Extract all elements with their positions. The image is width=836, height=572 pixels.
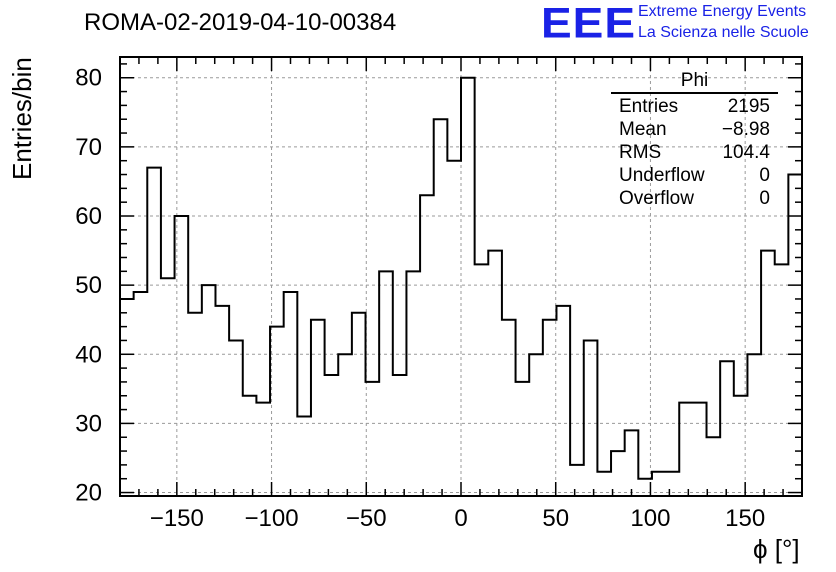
x-tick-label: 50 <box>542 505 569 532</box>
stats-label: Mean <box>619 119 667 140</box>
logo-line-2: La Scienza nelle Scuole <box>638 24 809 41</box>
stats-value: 0 <box>759 188 770 209</box>
y-tick-label: 30 <box>75 410 102 437</box>
stats-value: 0 <box>759 165 770 186</box>
stats-row: Underflow 0 <box>611 164 778 187</box>
y-tick-label: 50 <box>75 272 102 299</box>
x-tick-label: 150 <box>725 505 765 532</box>
axis-ticks <box>119 57 803 496</box>
x-axis-label: ϕ [°] <box>753 534 800 564</box>
stats-value: −8.98 <box>721 119 770 140</box>
y-tick-label: 20 <box>75 480 102 507</box>
stats-row: RMS 104.4 <box>611 141 778 164</box>
y-tick-label: 80 <box>75 65 102 92</box>
logo-line-1: Extreme Energy Events <box>638 3 807 20</box>
axis-tick-labels: −150 −100 −50 0 50 100 150 20 30 40 50 60 70 80 <box>75 65 765 532</box>
x-tick-label: 0 <box>454 505 467 532</box>
stats-label: RMS <box>619 142 662 163</box>
x-tick-label: −50 <box>346 505 387 532</box>
stats-row: Mean −8.98 <box>611 118 778 141</box>
stats-row: Overflow 0 <box>611 187 778 210</box>
eee-logo: EEE <box>541 0 637 47</box>
y-tick-label: 70 <box>75 134 102 161</box>
y-tick-label: 60 <box>75 203 102 230</box>
stats-label: Underflow <box>619 165 705 186</box>
run-title: ROMA-02-2019-04-10-00384 <box>84 9 397 36</box>
y-tick-label: 40 <box>75 341 102 368</box>
stats-box: Phi Entries 2195 Mean −8.98 RMS 104.4 Under… <box>611 70 778 210</box>
stats-row: Entries 2195 <box>611 95 778 118</box>
stats-value: 2195 <box>727 96 770 117</box>
x-tick-label: −150 <box>150 505 204 532</box>
x-tick-label: 100 <box>630 505 670 532</box>
stats-value: 104.4 <box>722 142 770 163</box>
stats-label: Entries <box>619 96 679 117</box>
stats-label: Overflow <box>619 188 694 209</box>
x-tick-label: −100 <box>245 505 299 532</box>
y-axis-label: Entries/bin <box>7 57 37 180</box>
stats-title: Phi <box>611 70 778 94</box>
histogram-line <box>120 76 802 480</box>
